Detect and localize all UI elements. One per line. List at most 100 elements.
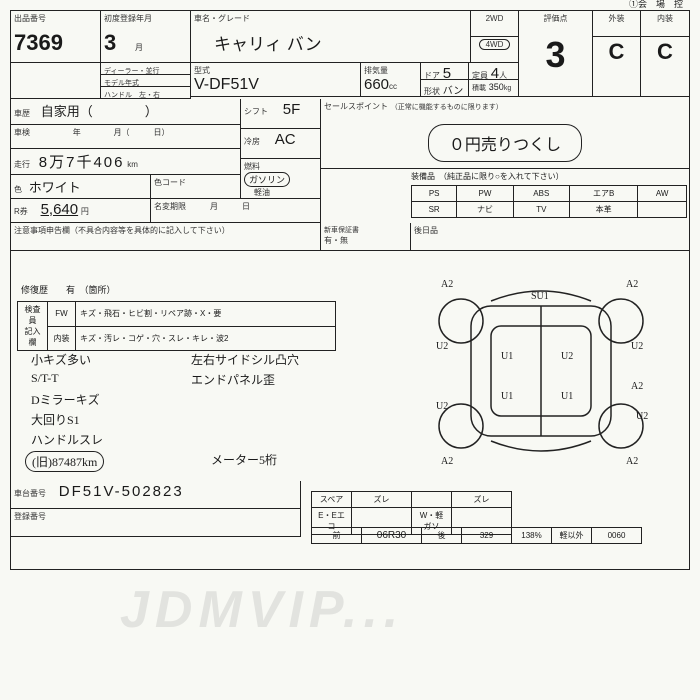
cap-label: 定員 <box>472 71 488 80</box>
load-unit: kg <box>504 85 511 92</box>
expiry-label: 名変期限 月 日 <box>154 202 250 211</box>
ann-u2-r1: U2 <box>631 341 643 352</box>
ac-label: 冷房 <box>244 137 260 146</box>
drive-4wd: 4WD <box>479 39 511 50</box>
note-label: 記入欄 <box>25 327 41 347</box>
sales-label: セールスポイント <box>324 102 388 111</box>
color-label: 色 <box>14 185 22 194</box>
fuel-diesel: 軽油 <box>254 187 317 198</box>
rear-val: 329 <box>480 531 493 540</box>
chassis-label: 車台番号 <box>14 489 46 498</box>
later-label: 後日品 <box>414 226 438 235</box>
kei-label: 軽以外 <box>552 528 592 544</box>
insp-fw: FW <box>48 302 76 327</box>
note-r1: 左右サイドシル凸穴 <box>191 351 299 368</box>
venue-label: ①会 場 控 <box>629 0 683 10</box>
insp-fw-items: キズ・飛石・ヒビ割・リペア跡・X・要 <box>76 302 336 327</box>
fuel-label: 燃料 <box>244 162 260 171</box>
sales-stamp: ０円売りつくし <box>428 124 582 162</box>
load-label: 積載 <box>472 85 486 92</box>
modelyear-label: モデル年式 <box>104 80 139 87</box>
ann-a2-fr: A2 <box>626 279 638 290</box>
note-4: 大回りS1 <box>31 411 80 428</box>
car-name: キャリィ バン <box>214 30 467 55</box>
type-value: V-DF51V <box>194 76 357 94</box>
equip-label: 装備品 （純正品に限り○を入れて下さい） <box>411 171 564 182</box>
equip-aw: AW <box>638 186 687 202</box>
r-value: 5,640 <box>41 201 79 218</box>
disp-value: 660 <box>364 76 389 93</box>
ann-u1-l: U1 <box>501 351 513 362</box>
ext-label: 外装 <box>609 14 625 23</box>
ext-score: C <box>609 39 625 64</box>
lot-number: 7369 <box>14 30 97 56</box>
chassis-value: DF51V-502823 <box>59 483 184 500</box>
note-1: 小キズ多い <box>31 351 91 368</box>
equip-nav: ナビ <box>457 202 513 218</box>
note-3: Dミラーキズ <box>31 391 100 408</box>
ann-a2-fl: A2 <box>441 279 453 290</box>
repair-label: 修復歴 有 （箇所） <box>21 283 116 296</box>
odo-unit: km <box>127 160 138 169</box>
fuel-gas: ガソリン <box>244 172 290 187</box>
ann-a2-r: A2 <box>631 381 643 392</box>
r-unit: 円 <box>81 207 89 216</box>
disp-label: 排気量 <box>364 66 388 75</box>
odo-label: 走行 <box>14 160 30 169</box>
ann-u1-l2: U1 <box>501 391 513 402</box>
insp-label: 検査員 <box>25 305 41 325</box>
shape-label: 形状 <box>424 87 440 96</box>
equip-tv: TV <box>513 202 569 218</box>
r-label: R券 <box>14 207 28 216</box>
history-value: 自家用（ ） <box>41 104 158 119</box>
lot-label: 出品番号 <box>14 13 97 24</box>
ann-a2-br: A2 <box>626 456 638 467</box>
doors-label: ドア <box>424 71 440 80</box>
equip-abs: ABS <box>513 186 569 202</box>
meter-note: メーター5桁 <box>211 451 277 468</box>
shift-value: 5F <box>283 101 301 118</box>
shift-label: シフト <box>244 107 268 116</box>
ann-u2-l1: U2 <box>436 341 448 352</box>
ann-u2-l2: U2 <box>436 401 448 412</box>
ac-value: AC <box>275 131 296 148</box>
front-val: 06R30 <box>377 530 406 541</box>
shaken-y: 年 <box>73 128 81 137</box>
equip-ab: エアB <box>569 186 637 202</box>
reg-month-label: 月 <box>135 43 143 52</box>
warranty-label: 新車保証書 <box>324 225 407 235</box>
note-2: S/T-T <box>31 371 59 386</box>
cap-unit: 人 <box>499 71 507 80</box>
shaken-m: 月（ 日） <box>114 128 170 137</box>
shaken-label: 車検 <box>14 128 30 137</box>
caution-label: 注意事項申告欄（不具合内容等を具体的に記入して下さい） <box>14 226 230 235</box>
spare-label: スペア <box>312 492 352 508</box>
odo-value: 8万7千406 <box>39 154 125 171</box>
int-label: 内装 <box>657 14 673 23</box>
disp-unit: cc <box>389 82 397 91</box>
wheel-label: ハンドル 左・右 <box>104 92 160 99</box>
zure-2: ズレ <box>452 492 512 508</box>
zure-1: ズレ <box>352 492 412 508</box>
rear-code: 0060 <box>608 531 626 540</box>
equip-pw: PW <box>457 186 513 202</box>
reg-year: 3 <box>104 30 116 55</box>
dealer-label: ディーラー・並行 <box>104 68 160 75</box>
type-label: 型式 <box>194 65 357 76</box>
load-value: 350 <box>489 82 504 92</box>
insp-int-items: キズ・汚レ・コゲ・穴・スレ・キレ・波2 <box>76 326 336 351</box>
rear-label: 後 <box>422 528 462 544</box>
equip-sr: SR <box>412 202 457 218</box>
shape-value: バン <box>443 86 464 97</box>
reg-label: 初度登録年月 <box>104 13 187 24</box>
ann-su1: SU1 <box>531 291 549 302</box>
warranty-yesno: 有・無 <box>324 235 407 246</box>
history-label: 車歴 <box>14 109 30 118</box>
pct: 138% <box>521 531 541 540</box>
watermark: JDMVIP... <box>120 580 404 640</box>
note-5: ハンドルスレ <box>31 431 103 448</box>
regno-label: 登録番号 <box>14 512 46 521</box>
ann-u2-r2: U2 <box>636 411 648 422</box>
insp-int: 内装 <box>48 326 76 351</box>
colorcode-label: 色コード <box>154 178 186 187</box>
